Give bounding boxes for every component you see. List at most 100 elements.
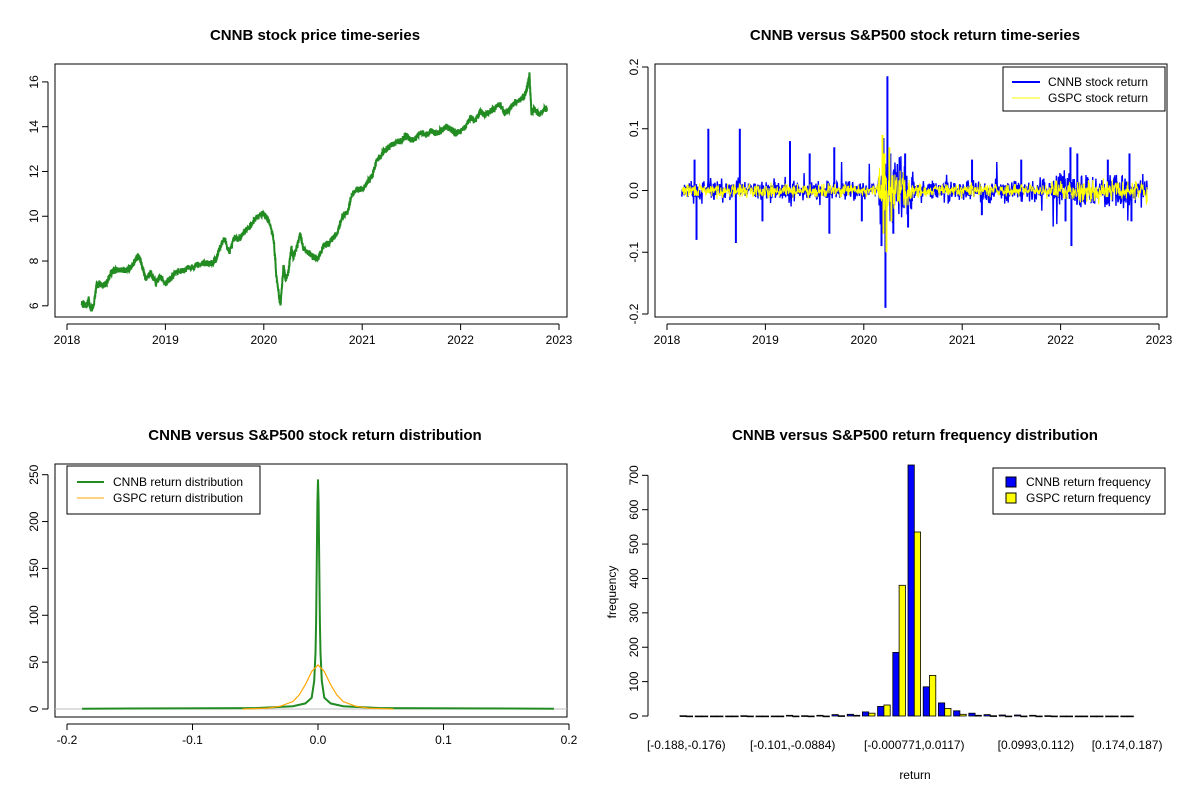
density-ytick-label: 50 <box>27 655 41 669</box>
frequency-cnnb-bar <box>1014 714 1022 717</box>
return-ytick-label: 0.0 <box>627 182 641 199</box>
price-ytick-label: 14 <box>27 120 41 134</box>
frequency-cnnb-bar <box>1120 715 1128 718</box>
density-cnnb-series-line <box>82 479 554 710</box>
density-ytick-label: 250 <box>27 464 41 484</box>
frequency-xtick-label: [-0.101,-0.0884) <box>750 738 835 752</box>
price-xtick-label: 2022 <box>447 333 474 347</box>
return-gspc-series-line <box>681 167 1148 213</box>
frequency-gspc-bar <box>792 715 800 718</box>
return-ytick-label: 0.2 <box>627 58 641 75</box>
price-chart-title: CNNB stock price time-series <box>210 27 420 44</box>
frequency-gspc-bar <box>822 715 830 718</box>
frequency-xtick-label: [0.0993,0.112) <box>998 738 1075 752</box>
frequency-chart-title: CNNB versus S&P500 return frequency dist… <box>732 427 1098 444</box>
density-chart-panel: CNNB versus S&P500 stock return distribu… <box>27 427 578 747</box>
frequency-gspc-bar <box>959 713 967 717</box>
frequency-legend-gspc-swatch <box>1005 492 1017 504</box>
frequency-gspc-bar <box>883 704 891 717</box>
density-ytick-label: 200 <box>27 511 41 531</box>
price-ytick-label: 12 <box>27 164 41 178</box>
density-legend-cnnb-label: CNNB return distribution <box>113 475 243 489</box>
frequency-cnnb-bar <box>786 714 794 717</box>
density-ytick-label: 150 <box>27 558 41 578</box>
density-ytick-label: 0 <box>27 705 41 712</box>
frequency-cnnb-bar <box>1105 715 1113 718</box>
frequency-gspc-bar <box>761 715 769 718</box>
density-gspc-series-line <box>242 664 394 710</box>
frequency-ytick-label: 0 <box>627 712 641 719</box>
frequency-cnnb-bar <box>983 714 991 717</box>
return-xtick-label: 2021 <box>949 333 976 347</box>
frequency-legend-cnnb-label: CNNB return frequency <box>1026 475 1151 489</box>
frequency-cnnb-bar <box>1029 714 1037 717</box>
frequency-legend-gspc-label: GSPC return frequency <box>1026 491 1151 505</box>
density-legend-box <box>66 465 261 515</box>
frequency-cnnb-bar <box>968 712 976 717</box>
frequency-cnnb-bar <box>694 715 702 718</box>
frequency-ytick-label: 200 <box>627 637 641 657</box>
frequency-xaxis-label: return <box>899 768 930 782</box>
return-ytick-label: 0.1 <box>627 120 641 137</box>
frequency-gspc-bar <box>1096 715 1104 718</box>
frequency-legend: CNNB return frequency GSPC return freque… <box>992 467 1166 515</box>
frequency-gspc-bar <box>701 715 709 718</box>
frequency-gspc-bar <box>974 714 982 717</box>
frequency-gspc-bar <box>716 715 724 718</box>
return-chart-title: CNNB versus S&P500 stock return time-ser… <box>750 27 1080 44</box>
frequency-gspc-bar <box>944 708 952 717</box>
frequency-cnnb-bar <box>846 713 854 717</box>
price-series-line <box>80 72 548 313</box>
frequency-gspc-bar <box>1050 715 1058 718</box>
density-xtick-label: 0.0 <box>310 733 327 747</box>
frequency-yaxis-label: frequency <box>605 566 619 619</box>
return-plot-frame <box>654 63 1168 318</box>
frequency-gspc-bar <box>853 714 861 717</box>
return-ytick-label: -0.1 <box>627 242 641 263</box>
price-ytick-label: 6 <box>27 302 41 309</box>
return-legend-box <box>1002 66 1166 112</box>
return-chart-panel: CNNB versus S&P500 stock return time-ser… <box>627 27 1173 347</box>
frequency-ytick-label: 300 <box>627 603 641 623</box>
frequency-gspc-bar <box>1005 715 1013 718</box>
frequency-gspc-bar <box>777 715 785 718</box>
frequency-ytick-label: 600 <box>627 499 641 519</box>
density-legend-gspc-label: GSPC return distribution <box>113 491 243 505</box>
frequency-cnnb-bar <box>892 652 900 717</box>
frequency-cnnb-bar <box>679 715 687 717</box>
frequency-ytick-label: 700 <box>627 465 641 485</box>
return-xtick-label: 2018 <box>654 333 681 347</box>
density-chart-title: CNNB versus S&P500 stock return distribu… <box>148 427 481 444</box>
frequency-cnnb-bar <box>816 714 824 717</box>
return-xtick-label: 2023 <box>1146 333 1173 347</box>
density-xtick-label: 0.2 <box>561 733 578 747</box>
return-ytick-label: -0.2 <box>627 303 641 324</box>
frequency-cnnb-bar <box>1090 715 1098 718</box>
frequency-gspc-bar <box>989 715 997 717</box>
frequency-gspc-bar <box>1126 715 1134 718</box>
frequency-gspc-bar <box>807 715 815 718</box>
frequency-gspc-bar <box>913 531 921 717</box>
frequency-cnnb-bar <box>907 464 915 717</box>
price-ytick-label: 10 <box>27 209 41 223</box>
density-legend: CNNB return distribution GSPC return dis… <box>66 465 261 515</box>
return-xtick-label: 2020 <box>850 333 877 347</box>
frequency-gspc-bar <box>837 715 845 717</box>
return-legend: CNNB stock return GSPC stock return <box>1002 66 1166 112</box>
frequency-chart-panel: CNNB versus S&P500 return frequency dist… <box>605 427 1166 782</box>
price-ytick-label: 8 <box>27 257 41 264</box>
return-legend-gspc-label: GSPC stock return <box>1048 91 1148 105</box>
frequency-cnnb-bar <box>755 715 763 718</box>
frequency-gspc-bar <box>929 675 937 717</box>
density-xtick-label: -0.1 <box>182 733 203 747</box>
frequency-xtick-label: [-0.188,-0.176) <box>647 738 726 752</box>
frequency-cnnb-bar <box>1044 715 1052 717</box>
price-xtick-label: 2018 <box>54 333 81 347</box>
price-xtick-label: 2019 <box>152 333 179 347</box>
frequency-gspc-bar <box>1111 715 1119 718</box>
return-xtick-label: 2019 <box>752 333 779 347</box>
frequency-gspc-bar <box>1035 715 1043 718</box>
frequency-cnnb-bar <box>938 702 946 717</box>
frequency-legend-cnnb-swatch <box>1005 476 1017 488</box>
